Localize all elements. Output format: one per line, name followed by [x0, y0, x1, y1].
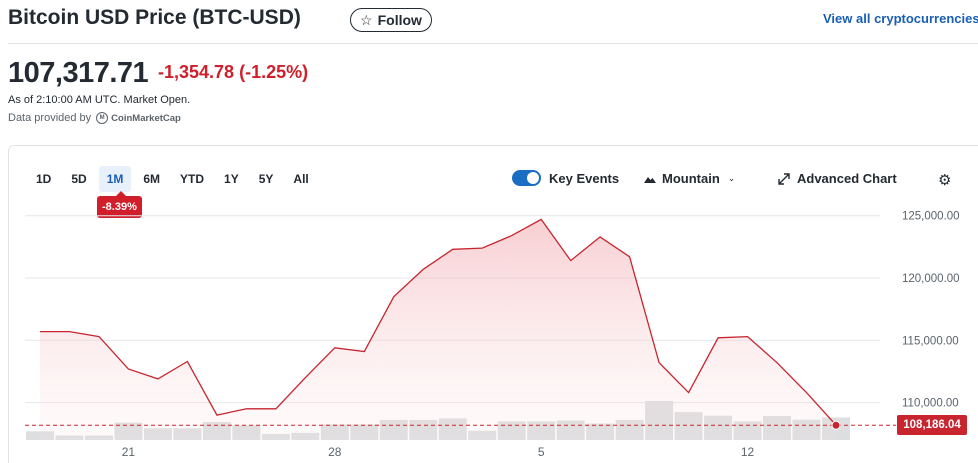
provided-by-label: Data provided by [8, 112, 92, 124]
mountain-icon [644, 176, 656, 183]
provider-name: CoinMarketCap [111, 112, 181, 124]
range-selector: 1D 5D 1M 6M YTD 1Y 5Y All [28, 166, 321, 192]
chart-card [8, 145, 978, 463]
range-1m[interactable]: 1M [98, 166, 132, 192]
market-status: As of 2:10:00 AM UTC. Market Open. [8, 94, 191, 106]
range-5y[interactable]: 5Y [258, 172, 274, 186]
coinmarketcap-icon: M [96, 112, 109, 124]
follow-button[interactable]: ☆ Follow [350, 8, 432, 32]
data-provider: Data provided by M CoinMarketCap [8, 112, 181, 124]
follow-label: Follow [377, 12, 422, 28]
current-price: 107,317.71 [8, 57, 149, 89]
price-change-value: -1,354.78 [158, 62, 235, 82]
advanced-chart-label: Advanced Chart [797, 171, 897, 186]
range-all[interactable]: All [293, 172, 309, 186]
key-events-label: Key Events [549, 170, 620, 186]
key-events-toggle[interactable] [512, 170, 541, 186]
header-divider [8, 43, 978, 44]
price-change: -1,354.78 (-1.25%) [158, 62, 308, 83]
chevron-down-icon: ⌄ [727, 173, 736, 183]
expand-icon [778, 172, 790, 185]
range-1y[interactable]: 1Y [224, 172, 239, 186]
gear-icon[interactable]: ⚙ [938, 172, 952, 189]
advanced-chart-button[interactable]: Advanced Chart [778, 171, 897, 186]
range-ytd[interactable]: YTD [180, 172, 205, 186]
last-price-badge: 108,186.04 [897, 415, 967, 436]
coinmarketcap-logo[interactable]: M CoinMarketCap [96, 112, 181, 124]
page-title: Bitcoin USD Price (BTC-USD) [8, 6, 301, 29]
range-change-badge: -8.39% [97, 191, 142, 218]
key-events-control: Key Events [512, 170, 619, 186]
chart-type-label: Mountain [662, 171, 720, 186]
range-6m[interactable]: 6M [143, 172, 161, 186]
range-5d[interactable]: 5D [71, 172, 87, 186]
view-all-cryptocurrencies-link[interactable]: View all cryptocurrencies [823, 11, 978, 26]
chart-type-dropdown[interactable]: Mountain ⌄ [644, 171, 735, 186]
range-1d[interactable]: 1D [36, 172, 52, 186]
price-change-percent: (-1.25%) [239, 62, 309, 82]
star-icon: ☆ [360, 11, 373, 28]
